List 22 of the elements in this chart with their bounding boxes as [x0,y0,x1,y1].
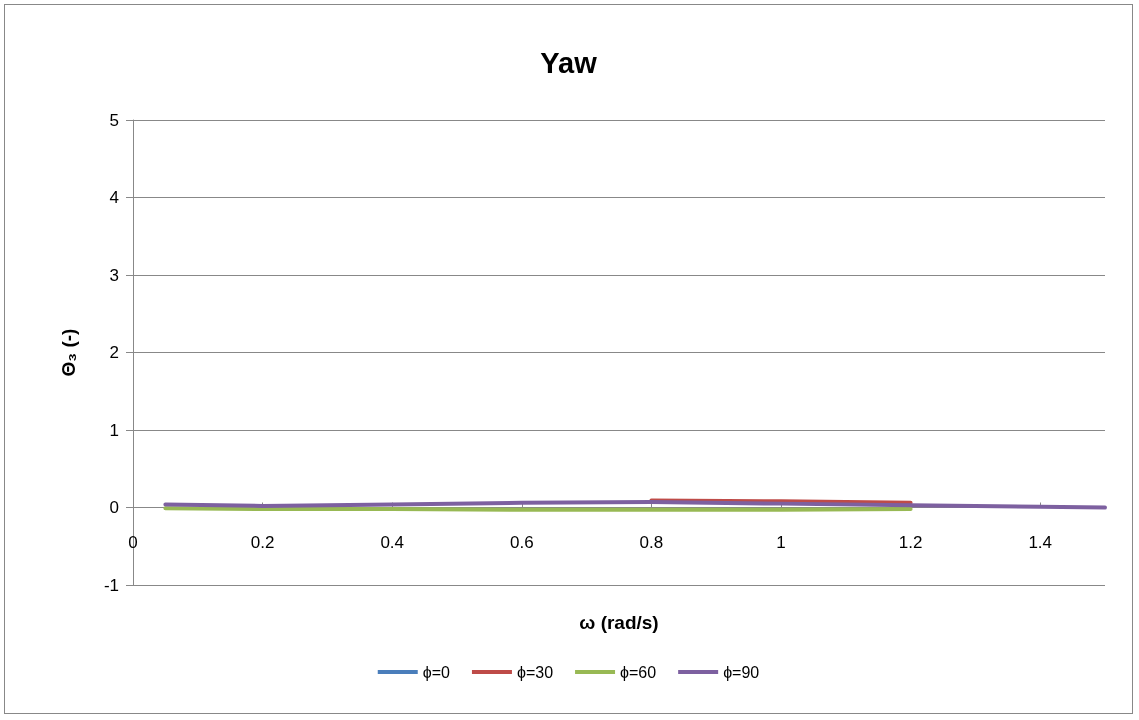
x-tick-label: 1.4 [1028,533,1053,552]
x-tick-label: 0 [128,533,138,552]
y-axis-title: Θ₃ (-) [58,328,79,377]
y-tick-label: 5 [109,110,119,130]
y-tick-label: 3 [109,265,119,285]
x-tick-label: 0.4 [380,533,405,552]
legend-label: ϕ=60 [620,663,657,681]
x-tick-label: 0.2 [250,533,275,552]
chart-title: Yaw [540,46,598,79]
x-tick-label: 1.2 [898,533,923,552]
y-tick-label: 4 [109,188,119,207]
x-tick-label: 0.8 [639,533,664,552]
legend-label: ϕ=90 [723,663,760,681]
x-axis-title: ω (rad/s) [579,612,659,633]
y-tick-label: 2 [109,343,119,362]
x-tick-label: 1 [776,533,786,552]
y-tick-label: 1 [109,420,119,440]
x-tick-label: 0.6 [509,533,534,552]
y-tick-label: 0 [109,498,119,517]
legend-label: ϕ=30 [516,663,554,681]
y-tick-label: -1 [103,575,119,595]
legend-label: ϕ=0 [422,663,451,681]
